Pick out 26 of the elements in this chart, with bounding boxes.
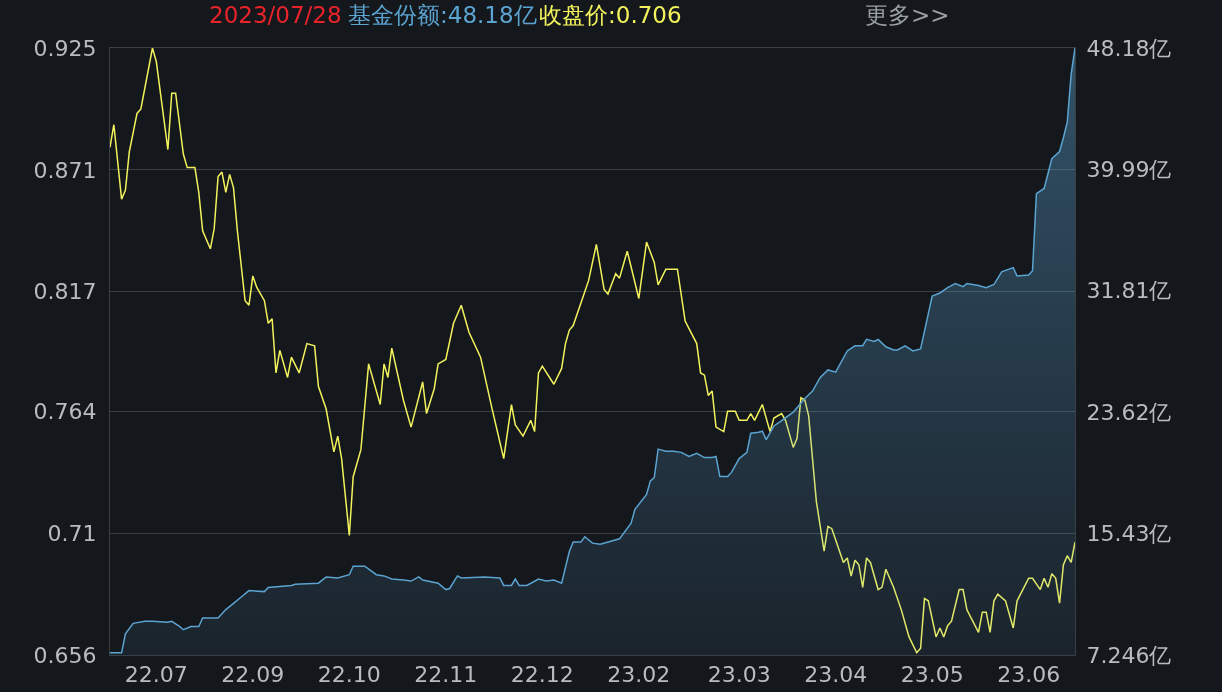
x-tick-label: 23.02 xyxy=(607,662,671,688)
y-tick-label: 0.871 xyxy=(33,157,97,183)
x-tick-label: 23.05 xyxy=(900,662,964,688)
y2-tick-label: 23.62亿 xyxy=(1086,399,1172,425)
y2-tick-label: 31.81亿 xyxy=(1086,278,1172,304)
x-tick-label: 23.04 xyxy=(804,662,868,688)
y2-tick-label: 15.43亿 xyxy=(1086,521,1172,547)
text: 2023/07/28 xyxy=(209,2,342,28)
y2-tick-label: 48.18亿 xyxy=(1086,35,1172,61)
x-tick-label: 22.11 xyxy=(414,662,478,688)
y-tick-label: 0.71 xyxy=(47,520,97,546)
x-tick-label: 23.06 xyxy=(997,662,1061,688)
y2-tick-label: 7.246亿 xyxy=(1086,642,1172,668)
x-tick-label: 23.03 xyxy=(707,662,771,688)
text: 收盘价:0.706 xyxy=(539,2,682,28)
text: 基金份额:48.18亿 xyxy=(348,2,537,28)
text: 更多>> xyxy=(865,2,950,28)
x-tick-label: 22.07 xyxy=(124,662,188,688)
x-tick-label: 22.09 xyxy=(221,662,285,688)
y-tick-label: 0.656 xyxy=(33,642,97,668)
x-tick-label: 22.10 xyxy=(317,662,381,688)
y-tick-label: 0.764 xyxy=(33,399,97,424)
y-tick-label: 0.817 xyxy=(33,279,97,305)
x-tick-label: 22.12 xyxy=(510,662,574,688)
y-tick-label: 0.925 xyxy=(33,35,97,61)
y2-tick-label: 39.99亿 xyxy=(1086,157,1172,183)
